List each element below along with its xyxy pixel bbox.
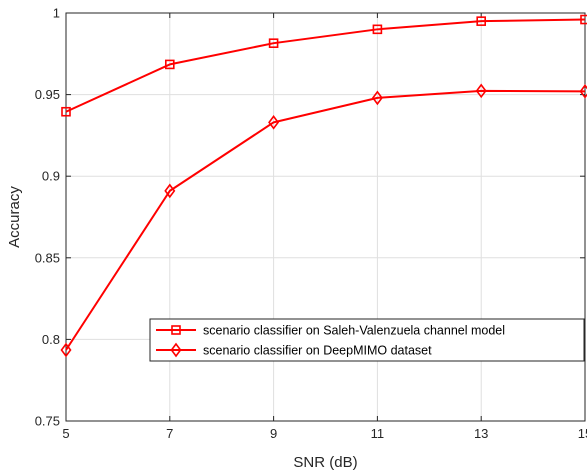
square-marker xyxy=(580,14,587,25)
y-tick-label: 0.95 xyxy=(35,87,60,102)
square-marker xyxy=(268,38,279,48)
x-axis-label: SNR (dB) xyxy=(293,454,357,471)
legend-label: scenario classifier on DeepMIMO dataset xyxy=(203,344,432,358)
legend-box xyxy=(149,318,585,362)
diamond-marker xyxy=(268,115,280,130)
y-tick-label: 0.85 xyxy=(35,250,60,265)
series-2 xyxy=(60,83,587,358)
y-axis-label: Accuracy xyxy=(6,186,23,248)
legend-label: scenario classifier on Saleh-Valenzuela … xyxy=(203,324,505,338)
square-marker xyxy=(165,59,175,70)
series-line xyxy=(65,89,586,351)
square-marker xyxy=(372,24,383,35)
x-tick-label: 5 xyxy=(62,426,69,441)
x-tick-label: 15 xyxy=(578,426,587,441)
diamond-marker xyxy=(475,83,487,99)
square-marker xyxy=(61,106,71,117)
series-layer xyxy=(60,14,587,358)
square-marker xyxy=(476,16,487,26)
y-tick-label: 1 xyxy=(53,6,60,21)
legend-entry-2: scenario classifier on DeepMIMO dataset xyxy=(156,342,432,358)
diamond-marker xyxy=(371,90,383,106)
x-tick-label: 7 xyxy=(166,426,173,441)
y-tick-label: 0.75 xyxy=(35,414,60,429)
legend: scenario classifier on Saleh-Valenzuela … xyxy=(149,318,585,362)
tick-labels: 5 7 9 11 13 15 0.75 0.8 0.85 0.9 0.95 1 xyxy=(35,6,587,442)
series-line xyxy=(65,18,586,113)
y-tick-label: 0.9 xyxy=(42,169,60,184)
diamond-marker xyxy=(170,342,182,358)
diamond-marker xyxy=(60,342,72,358)
plot-frame xyxy=(65,12,586,422)
square-marker xyxy=(171,325,181,335)
x-tick-label: 11 xyxy=(371,426,385,441)
legend-entry-1: scenario classifier on Saleh-Valenzuela … xyxy=(156,324,505,338)
diamond-marker xyxy=(579,84,587,99)
y-tick-label: 0.8 xyxy=(42,332,60,347)
series-1 xyxy=(61,14,587,117)
diamond-marker xyxy=(164,183,176,199)
x-tick-label: 9 xyxy=(270,426,277,441)
x-tick-label: 13 xyxy=(474,426,488,441)
